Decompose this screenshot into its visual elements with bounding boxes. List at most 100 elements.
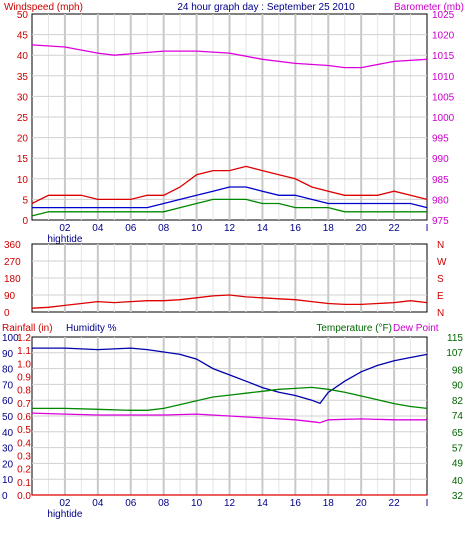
rain-tick-label: 0.5: [17, 425, 31, 436]
left-tick-label: 10: [17, 175, 29, 186]
x-tick-label: 06: [125, 223, 137, 234]
x-end-tick-label: I: [426, 498, 429, 509]
compass-label: S: [437, 274, 444, 285]
compass-label: W: [437, 257, 447, 268]
rain-tick-label: 0.9: [17, 373, 31, 384]
right-tick-label: 1020: [432, 31, 455, 42]
humidity-tick-label: 40: [2, 428, 14, 439]
left-tick-label: 40: [17, 51, 29, 62]
x-tick-label: 16: [290, 498, 302, 509]
humidity-tick-label: 60: [2, 396, 14, 407]
x-tick-label: 08: [158, 498, 170, 509]
rain-tick-label: 0.6: [17, 412, 31, 423]
temperature-tick-label: 32: [452, 491, 464, 502]
temperature-tick-label: 98: [452, 365, 464, 376]
rain-tick-label: 0.0: [17, 491, 31, 502]
right-tick-label: 985: [432, 175, 449, 186]
x-tick-label: 02: [59, 498, 71, 509]
rain-tick-label: 0.7: [17, 399, 31, 410]
left-tick-label: 5: [22, 195, 28, 206]
direction-line-0: [31, 294, 428, 309]
rain-tick-label: 1.0: [17, 359, 31, 370]
x-tick-label: 08: [158, 223, 170, 234]
x-annotation: hightide: [47, 509, 82, 520]
direction-tick-label: 360: [4, 240, 21, 251]
x-end-tick-label: I: [426, 223, 429, 234]
chart-title: 24 hour graph day : September 25 2010: [177, 2, 355, 13]
left-tick-label: 30: [17, 92, 29, 103]
left-tick-label: 20: [17, 134, 29, 145]
humidity-tick-label: 100: [2, 333, 19, 344]
series-line-2: [31, 412, 427, 424]
temperature-tick-label: 74: [452, 411, 464, 422]
humidity-tick-label: 90: [2, 349, 14, 360]
compass-label: N: [437, 240, 444, 251]
humidity-tick-label: 50: [2, 412, 14, 423]
direction-tick-label: 180: [4, 274, 21, 285]
left-axis-title: Windspeed (mph): [4, 2, 83, 13]
series-line-2: [31, 198, 427, 217]
right-tick-label: 1000: [432, 113, 455, 124]
temperature-tick-label: 49: [452, 459, 464, 470]
rain-axis-title: Rainfall (in): [2, 323, 53, 334]
right-tick-label: 1010: [432, 72, 455, 83]
right-tick-label: 1005: [432, 92, 455, 103]
right-tick-label: 975: [432, 216, 449, 227]
dewpoint-axis-title: Dew Point: [393, 323, 439, 334]
humidity-tick-label: 30: [2, 444, 14, 455]
x-tick-label: 20: [356, 223, 368, 234]
series-line-0: [31, 165, 428, 205]
x-tick-label: 22: [389, 498, 401, 509]
x-tick-label: 14: [257, 498, 269, 509]
rain-tick-label: 0.1: [17, 478, 31, 489]
x-tick-label: 02: [59, 223, 71, 234]
left-tick-label: 50: [17, 10, 29, 21]
temperature-tick-label: 82: [452, 396, 464, 407]
x-tick-label: 06: [125, 498, 137, 509]
direction-tick-label: 90: [4, 291, 16, 302]
temperature-tick-label: 90: [452, 381, 464, 392]
x-tick-label: 14: [257, 223, 269, 234]
right-tick-label: 995: [432, 134, 449, 145]
x-tick-label: 20: [356, 498, 368, 509]
x-tick-label: 12: [224, 223, 236, 234]
right-tick-label: 1025: [432, 10, 455, 21]
wind-barometer-panel: Windspeed (mph) 24 hour graph day : Septe…: [4, 2, 464, 245]
x-tick-label: 18: [323, 223, 335, 234]
compass-label: E: [437, 291, 444, 302]
right-axis-title: Barometer (mb): [394, 2, 464, 13]
x-tick-label: 10: [191, 498, 203, 509]
x-tick-label: 18: [323, 498, 335, 509]
x-tick-label: 04: [92, 498, 104, 509]
direction-tick-label: 0: [4, 308, 10, 319]
left-tick-label: 15: [17, 154, 29, 165]
humidity-tick-label: 10: [2, 475, 14, 486]
rain-tick-label: 1.2: [17, 333, 31, 344]
temperature-tick-label: 65: [452, 428, 464, 439]
direction-tick-label: 270: [4, 257, 21, 268]
temperature-axis-title: Temperature (°F): [316, 323, 392, 334]
rain-tick-label: 0.2: [17, 465, 31, 476]
temperature-tick-label: 107: [446, 348, 463, 359]
left-tick-label: 25: [17, 113, 29, 124]
series-line-1: [32, 186, 428, 209]
series-line-3: [31, 44, 428, 69]
temperature-tick-label: 115: [447, 333, 463, 344]
humidity-axis-title: Humidity %: [66, 323, 117, 334]
humidity-tick-label: 80: [2, 365, 14, 376]
humidity-tick-label: 20: [2, 459, 14, 470]
x-tick-label: 16: [290, 223, 302, 234]
x-tick-label: 22: [389, 223, 401, 234]
right-tick-label: 990: [432, 154, 449, 165]
rain-tick-label: 1.1: [17, 346, 31, 357]
series-line-1: [32, 386, 428, 411]
humidity-tick-label: 70: [2, 380, 14, 391]
right-tick-label: 980: [432, 195, 449, 206]
temperature-tick-label: 40: [452, 476, 464, 487]
left-tick-label: 35: [17, 72, 29, 83]
x-tick-label: 10: [191, 223, 203, 234]
rain-tick-label: 0.4: [17, 438, 31, 449]
temperature-tick-label: 57: [452, 443, 464, 454]
right-tick-label: 1015: [432, 51, 455, 62]
